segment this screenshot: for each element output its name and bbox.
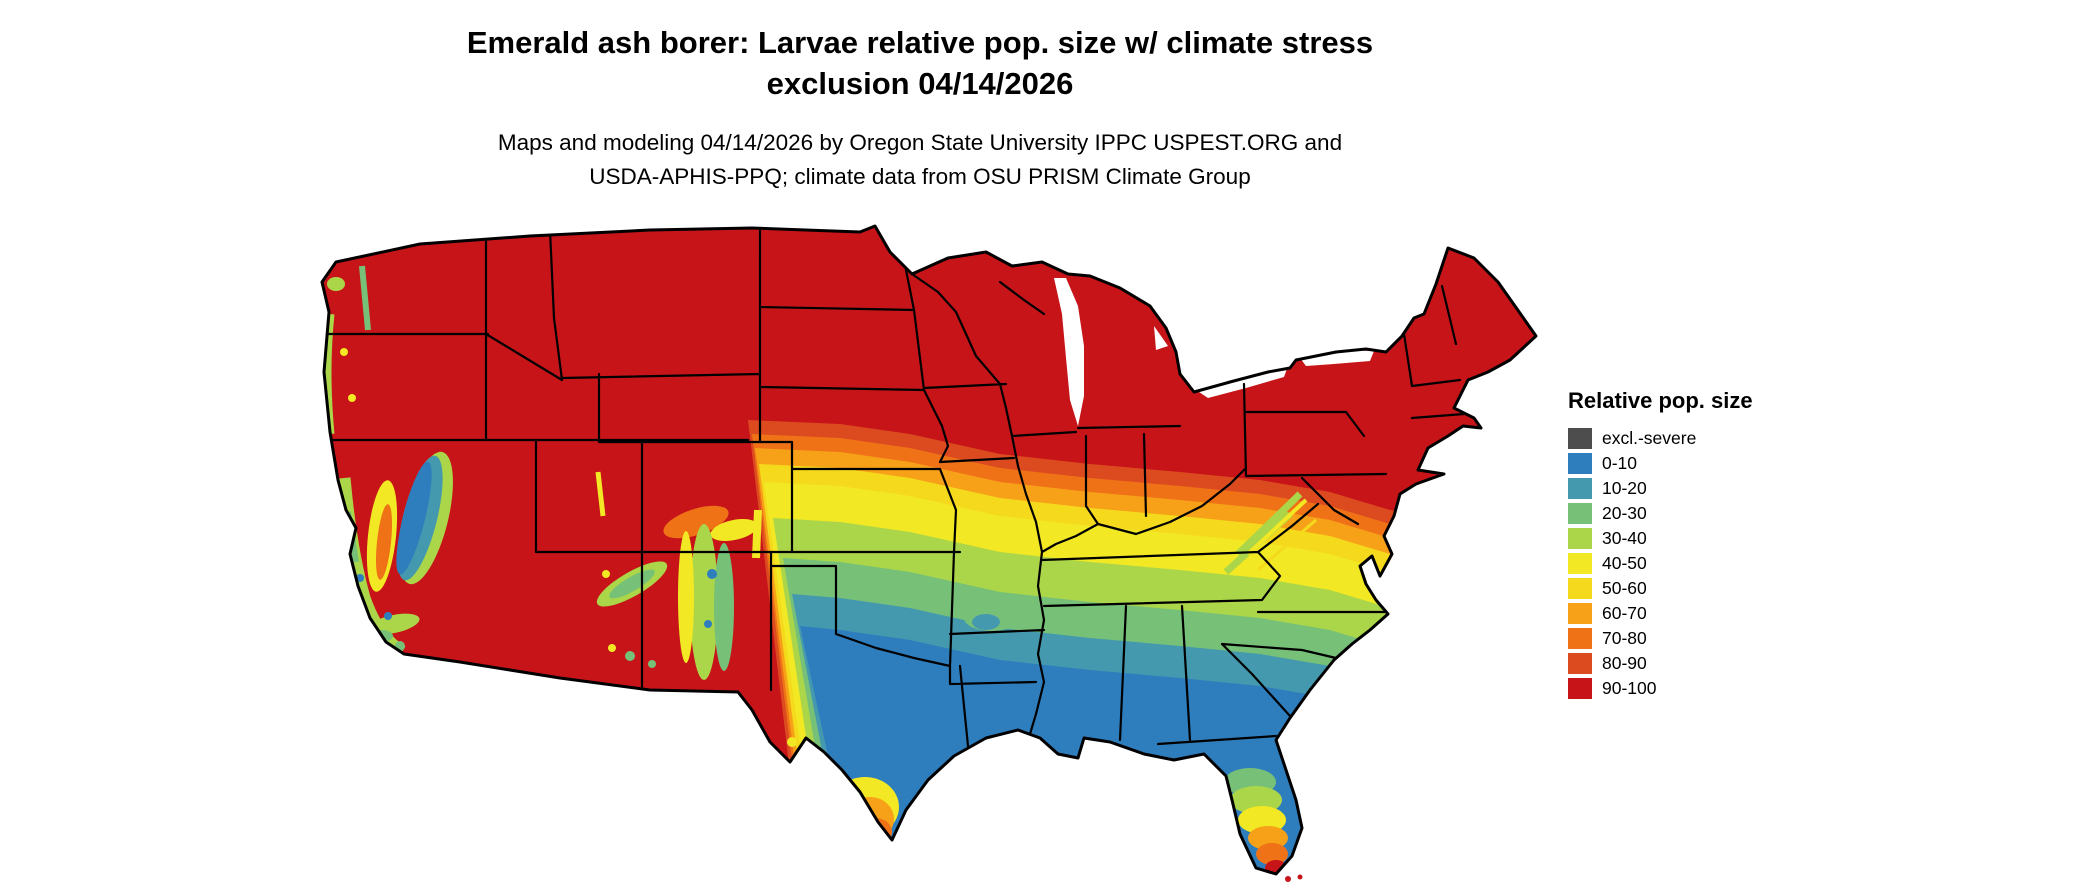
legend-swatch (1568, 628, 1592, 649)
great-basin-rockies-patches (595, 471, 762, 559)
ridge-streak (1235, 491, 1303, 557)
legend-items: excl.-severe 0-10 10-20 20-30 30-40 40-50 50-6… (1568, 426, 1848, 701)
sky-island (648, 660, 656, 668)
legend-label: 40-50 (1602, 553, 1647, 573)
key-dot (1285, 876, 1291, 882)
terrain-dot (384, 612, 392, 620)
us-outline (320, 224, 1538, 876)
sierra-core (396, 461, 432, 575)
legend-label: 0-10 (1602, 453, 1638, 473)
legend-item: 90-100 (1568, 676, 1848, 701)
legend-label: 90-100 (1602, 678, 1657, 698)
legend-label: 30-40 (1602, 528, 1647, 548)
big-bend-dot (787, 737, 797, 747)
legend-label: 60-70 (1602, 603, 1647, 623)
ridge-streak (1246, 498, 1308, 556)
legend-swatch (1568, 453, 1592, 474)
legend-label: 10-20 (1602, 478, 1647, 498)
legend-swatch (1568, 603, 1592, 624)
legend-item: 70-80 (1568, 626, 1848, 651)
legend-label: 70-80 (1602, 628, 1647, 648)
page-title-line2: exclusion 04/14/2026 (766, 66, 1074, 101)
lake-ontario (1300, 350, 1374, 366)
co-mtn-patch (710, 519, 758, 541)
fl-orange (1256, 843, 1288, 865)
title-block: Emerald ash borer: Larvae relative pop. … (300, 22, 1540, 194)
legend-title: Relative pop. size (1568, 388, 1753, 413)
sangre-strip (752, 509, 762, 559)
legend-swatch (1568, 478, 1592, 499)
sky-island (625, 651, 635, 661)
legend-swatch (1568, 428, 1592, 449)
legend-swatch (1568, 653, 1592, 674)
ozark-teal (972, 614, 1000, 630)
legend-swatch (1568, 578, 1592, 599)
legend-item: 60-70 (1568, 601, 1848, 626)
legend-label: 50-60 (1602, 578, 1647, 598)
nm-highlands-yellow (678, 531, 694, 663)
big-bend-dot (802, 752, 810, 760)
nm-highlands (690, 524, 718, 680)
legend-item: 10-20 (1568, 476, 1848, 501)
key-dot (1297, 874, 1303, 880)
olympic-patch (327, 277, 345, 291)
central-valley-core (375, 504, 393, 580)
mogollon-core (609, 569, 655, 599)
us-map (300, 222, 1540, 882)
legend-item: 30-40 (1568, 526, 1848, 551)
sky-island (608, 644, 616, 652)
terrain-dot (340, 348, 348, 356)
legend-swatch (1568, 528, 1592, 549)
legend-item: excl.-severe (1568, 426, 1848, 451)
legend-swatch (1568, 503, 1592, 524)
page-title-line1: Emerald ash borer: Larvae relative pop. … (466, 25, 1374, 60)
legend-item: 40-50 (1568, 551, 1848, 576)
transverse-ranges (368, 613, 420, 635)
state-borders (322, 226, 1466, 748)
legend-label: 80-90 (1602, 653, 1647, 673)
legend-swatch (1568, 678, 1592, 699)
florida-keys (1285, 874, 1303, 882)
terrain-dot (602, 570, 610, 578)
lake-michigan (1054, 278, 1084, 426)
us-map-svg (320, 224, 1538, 882)
subtitle-line1: Maps and modeling 04/14/2026 by Oregon S… (497, 130, 1343, 155)
legend-item: 0-10 (1568, 451, 1848, 476)
southwest-patches (596, 524, 810, 760)
nm-highlands-green (714, 543, 734, 671)
legend: Relative pop. size excl.-severe 0-10 10-20… (1568, 388, 1848, 701)
wasatch-strip (595, 471, 606, 517)
saginaw-bay (1154, 326, 1168, 350)
legend-item: 20-30 (1568, 501, 1848, 526)
san-juan-patch (663, 505, 729, 539)
cascades-strip (359, 265, 371, 331)
terrain-dot (348, 394, 356, 402)
legend-item: 50-60 (1568, 576, 1848, 601)
terrain-dot (704, 620, 712, 628)
ozark-patch (964, 605, 1020, 631)
subtitle-line2: USDA-APHIS-PPQ; climate data from OSU PR… (589, 164, 1251, 189)
legend-label: 20-30 (1602, 503, 1647, 523)
legend-swatch (1568, 553, 1592, 574)
terrain-dot (707, 569, 717, 579)
legend-item: 80-90 (1568, 651, 1848, 676)
legend-label: excl.-severe (1602, 428, 1697, 448)
